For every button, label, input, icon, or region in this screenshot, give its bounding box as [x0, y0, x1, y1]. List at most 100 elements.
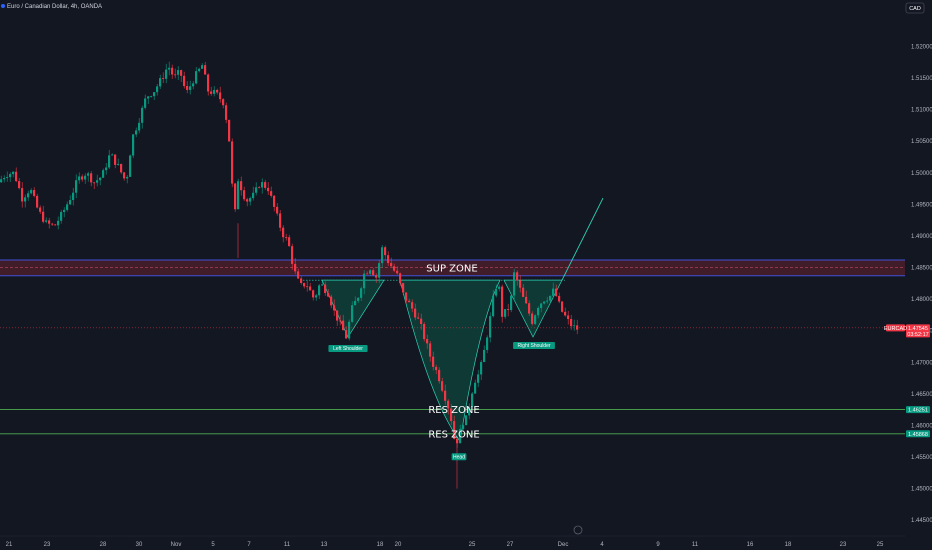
candle	[366, 271, 369, 275]
candle	[426, 334, 429, 349]
x-tick-label: 28	[100, 542, 107, 548]
candle	[342, 314, 345, 331]
candle	[180, 69, 183, 82]
candle	[51, 222, 54, 226]
candle	[390, 257, 393, 267]
settings-indicator[interactable]	[573, 525, 583, 535]
candle-body	[540, 303, 543, 308]
candles-layer	[0, 61, 579, 489]
candle	[228, 119, 231, 142]
candle	[84, 173, 87, 184]
candle-body	[6, 177, 9, 179]
candle-body	[495, 288, 498, 296]
candle-body	[111, 154, 114, 156]
candle-body	[66, 204, 69, 210]
candle-body	[60, 211, 63, 221]
candle	[57, 216, 60, 230]
candle-body	[558, 295, 561, 302]
candle	[432, 351, 435, 371]
candle-body	[270, 191, 273, 196]
candle	[114, 154, 117, 169]
candle-body	[201, 65, 204, 69]
candle	[108, 149, 111, 169]
candle	[222, 98, 225, 109]
candle-body	[0, 179, 3, 183]
candle-body	[480, 362, 483, 375]
candle-body	[570, 319, 573, 327]
candle-body	[57, 220, 60, 226]
candle	[18, 178, 21, 190]
candle-body	[321, 284, 324, 286]
candle	[201, 63, 204, 69]
candle-body	[300, 278, 303, 284]
candle	[39, 205, 42, 214]
time-axis[interactable]: 21 23 28 30 Nov 5 7 11 13 18 20 25 27 Dec 4 9 11 16 18 23 25	[0, 535, 905, 548]
candle	[558, 292, 561, 304]
x-tick-label: 20	[395, 542, 402, 548]
candle	[111, 153, 114, 156]
candle	[360, 286, 363, 302]
candle	[162, 72, 165, 83]
candle-body	[90, 173, 93, 183]
candle-body	[384, 247, 387, 256]
candle	[186, 81, 189, 94]
candle	[171, 64, 174, 79]
candle-body	[18, 181, 21, 189]
candle-body	[144, 98, 147, 108]
candle	[246, 197, 249, 207]
currency-badge[interactable]	[905, 2, 925, 14]
y-tick-label: 1.49500	[911, 202, 932, 208]
candle-body	[408, 300, 411, 303]
candle-body	[243, 190, 246, 200]
candle	[129, 154, 132, 177]
candle	[495, 284, 498, 298]
candle-body	[273, 195, 276, 207]
res-zone-label: RES ZONE	[428, 429, 479, 440]
price-tag-value: 1.46251	[908, 408, 928, 414]
candle-body	[381, 247, 384, 264]
candle-body	[267, 187, 270, 192]
candle-body	[81, 176, 84, 180]
candle	[483, 345, 486, 363]
candle-body	[372, 270, 375, 276]
candle-body	[249, 198, 252, 202]
candle-body	[402, 283, 405, 293]
candle-body	[450, 408, 453, 422]
candle-body	[30, 190, 33, 194]
candle	[345, 326, 348, 339]
candle	[216, 88, 219, 95]
candle	[363, 270, 366, 295]
candle	[174, 68, 177, 79]
candle-body	[180, 70, 183, 76]
candle-body	[282, 227, 285, 238]
candle	[564, 307, 567, 317]
candle	[87, 171, 90, 182]
candle	[513, 268, 516, 301]
candle	[210, 86, 213, 96]
candle-body	[117, 163, 120, 165]
candle	[420, 313, 423, 330]
candle	[417, 312, 420, 320]
price-axis[interactable]: 1.52000 1.51500 1.51000 1.50500 1.50000 1.495…	[884, 0, 932, 550]
candle	[204, 61, 207, 75]
candle	[315, 293, 318, 301]
candle-body	[420, 318, 423, 325]
candle-body	[576, 325, 579, 330]
candle-body	[573, 325, 576, 327]
candle	[24, 194, 27, 208]
candle	[159, 74, 162, 90]
candle-body	[231, 141, 234, 184]
candle	[411, 299, 414, 313]
lightning-icon[interactable]	[573, 525, 583, 535]
candle-body	[42, 211, 45, 222]
candle-body	[432, 356, 435, 367]
candle-body	[444, 390, 447, 401]
candle-body	[441, 381, 444, 391]
y-tick-label: 1.47000	[911, 360, 932, 366]
zones-layer	[0, 259, 905, 435]
candle	[177, 66, 180, 81]
y-tick-label: 1.48000	[911, 297, 932, 303]
candle-body	[318, 285, 321, 296]
candle-body	[255, 187, 258, 193]
